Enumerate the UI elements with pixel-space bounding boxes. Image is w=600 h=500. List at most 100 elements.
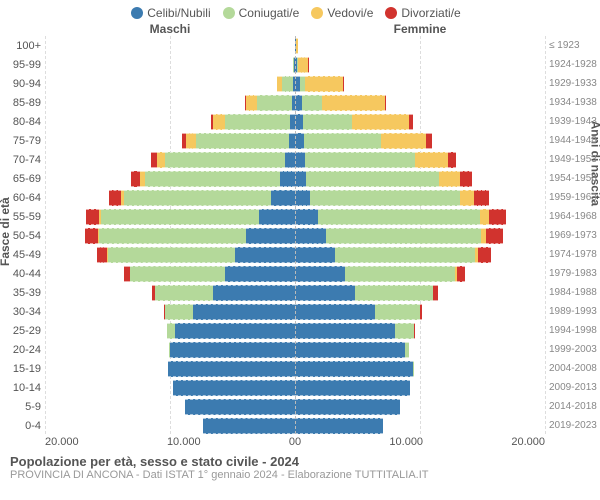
legend-label: Celibi/Nubili	[147, 6, 210, 20]
bar-segment	[305, 76, 343, 92]
bar-segment	[145, 171, 280, 187]
bar-segment	[167, 323, 175, 339]
age-label: 10-14	[0, 382, 45, 394]
bar-segment	[335, 247, 475, 263]
bar-segment	[157, 152, 165, 168]
age-label: 60-64	[0, 192, 45, 204]
age-label: 70-74	[0, 154, 45, 166]
bar-segment	[295, 114, 303, 130]
age-label: 65-69	[0, 173, 45, 185]
bar-male	[45, 342, 295, 358]
pyramid-row: 85-891934-1938	[0, 93, 600, 112]
bar-segment	[124, 190, 272, 206]
age-label: 15-19	[0, 363, 45, 375]
legend-label: Coniugati/e	[239, 6, 300, 20]
pyramid-row: 95-991924-1928	[0, 55, 600, 74]
pyramid-row: 5-92014-2018	[0, 397, 600, 416]
pyramid-row: 40-441979-1983	[0, 264, 600, 283]
birth-year-label: 1974-1978	[545, 249, 600, 260]
bar-segment	[480, 209, 489, 225]
header-female: Femmine	[295, 22, 545, 36]
legend-item: Divorziati/e	[385, 6, 460, 20]
age-label: 40-44	[0, 268, 45, 280]
bar-male	[45, 228, 295, 244]
birth-year-label: 1924-1928	[545, 59, 600, 70]
bar-segment	[295, 380, 410, 396]
birth-year-label: 1989-1993	[545, 306, 600, 317]
bar-male	[45, 266, 295, 282]
birth-year-label: 2009-2013	[545, 382, 600, 393]
pyramid-row: 35-391984-1988	[0, 283, 600, 302]
bar-segment	[448, 152, 457, 168]
pyramid-row: 80-841939-1943	[0, 112, 600, 131]
pyramid-row: 70-741949-1953	[0, 150, 600, 169]
bar-segment	[326, 228, 481, 244]
bar-segment	[225, 266, 295, 282]
bar-female	[295, 133, 545, 149]
bar-female	[295, 209, 545, 225]
bar-segment	[460, 171, 472, 187]
bar-segment	[225, 114, 290, 130]
bar-segment	[213, 114, 226, 130]
bar-female	[295, 342, 545, 358]
bar-female	[295, 152, 545, 168]
birth-year-label: 2014-2018	[545, 401, 600, 412]
bar-segment	[305, 152, 415, 168]
pyramid-row: 60-64 1959-1963	[0, 188, 600, 207]
bar-segment	[343, 76, 344, 92]
bar-segment	[352, 114, 410, 130]
bar-segment	[395, 323, 414, 339]
age-label: 85-89	[0, 97, 45, 109]
bar-male	[45, 247, 295, 263]
birth-year-label: 2019-2023	[545, 420, 600, 431]
pyramid-row: 25-291994-1998	[0, 321, 600, 340]
bar-segment	[295, 190, 310, 206]
bar-segment	[295, 152, 305, 168]
bar-segment	[460, 190, 474, 206]
bar-segment	[196, 133, 289, 149]
bar-segment	[457, 266, 466, 282]
x-axis: 20.00010.0000 010.00020.000	[0, 436, 600, 448]
pyramid-row: 100+≤ 1923	[0, 36, 600, 55]
bar-segment	[295, 285, 355, 301]
bar-segment	[173, 380, 296, 396]
x-tick: 20.000	[511, 436, 545, 448]
bar-female	[295, 323, 545, 339]
bar-male	[45, 285, 295, 301]
pyramid-row: 50-541969-1973	[0, 226, 600, 245]
pyramid-row: 0-4 2019-2023	[0, 416, 600, 435]
bar-male	[45, 323, 295, 339]
bar-male	[45, 95, 295, 111]
bar-segment	[433, 285, 438, 301]
bar-male	[45, 133, 295, 149]
bar-segment	[108, 247, 236, 263]
x-tick: 0	[295, 436, 301, 448]
pyramid-row: 55-591964-1968	[0, 207, 600, 226]
bar-segment	[295, 399, 400, 415]
bar-segment	[295, 342, 405, 358]
bar-female	[295, 38, 545, 54]
bar-male	[45, 304, 295, 320]
bar-segment	[86, 209, 99, 225]
bar-segment	[295, 95, 302, 111]
bar-segment	[235, 247, 295, 263]
x-tick: 10.000	[389, 436, 423, 448]
bar-female	[295, 190, 545, 206]
bar-segment	[304, 133, 382, 149]
bar-male	[45, 76, 295, 92]
pyramid-row: 75-791944-1948	[0, 131, 600, 150]
age-label: 0-4	[0, 420, 45, 432]
bar-female	[295, 285, 545, 301]
bar-segment	[420, 304, 422, 320]
bar-segment	[295, 171, 306, 187]
bar-female	[295, 399, 545, 415]
bar-male	[45, 114, 295, 130]
birth-year-label: 1959-1963	[545, 192, 600, 203]
bar-segment	[193, 304, 296, 320]
pyramid-row: 20-241999-2003	[0, 340, 600, 359]
bar-male	[45, 190, 295, 206]
bar-segment	[186, 133, 196, 149]
legend: Celibi/NubiliConiugati/eVedovi/eDivorzia…	[0, 0, 600, 22]
bar-segment	[295, 418, 383, 434]
bar-segment	[295, 133, 304, 149]
